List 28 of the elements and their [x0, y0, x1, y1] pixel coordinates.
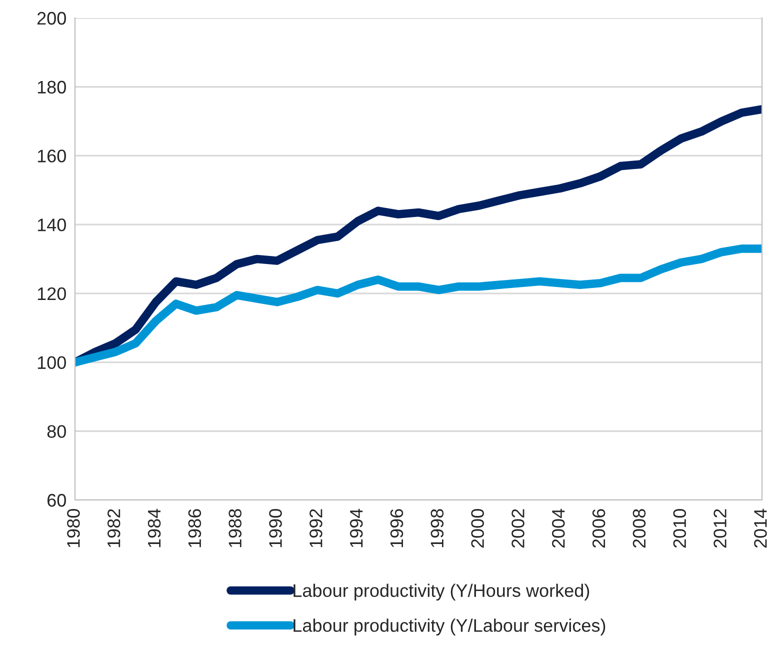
- x-tick-label: 2014: [754, 508, 767, 548]
- x-tick-label: 1992: [310, 509, 322, 548]
- x-tick-label: 2004: [552, 508, 565, 548]
- x-tick-label: 1998: [430, 509, 444, 548]
- y-tick-label: 100: [38, 356, 66, 370]
- y-tick-label: 160: [38, 150, 66, 162]
- x-tick-label: 2000: [471, 509, 484, 548]
- x-tick-label: 1994: [350, 508, 363, 548]
- y-tick-label: 80: [47, 425, 66, 438]
- x-tick-label: 1990: [269, 509, 282, 548]
- y-tick-label: 180: [38, 80, 66, 94]
- x-tick-label: 1980: [67, 509, 80, 548]
- x-tick-label: 2010: [673, 509, 686, 548]
- legend-label: Labour productivity (Y/Hours worked): [294, 584, 590, 601]
- y-tick-label: 140: [38, 218, 66, 232]
- x-tick-label: 2006: [592, 509, 606, 548]
- x-tick-label: 1986: [188, 509, 202, 548]
- x-tick-label: 1996: [390, 509, 404, 548]
- x-tick-label: 2002: [512, 509, 524, 548]
- y-tick-label: 60: [48, 494, 66, 507]
- x-tick-label: 2008: [632, 509, 646, 548]
- x-tick-label: 1982: [107, 509, 120, 548]
- y-tick-label: 200: [37, 12, 66, 25]
- x-tick-label: 2012: [714, 509, 726, 548]
- x-tick-label: 1984: [148, 508, 161, 548]
- x-tick-label: 1988: [228, 509, 242, 548]
- y-tick-label: 120: [38, 287, 66, 300]
- legend-label: Labour productivity (Y/Labour services): [294, 618, 606, 636]
